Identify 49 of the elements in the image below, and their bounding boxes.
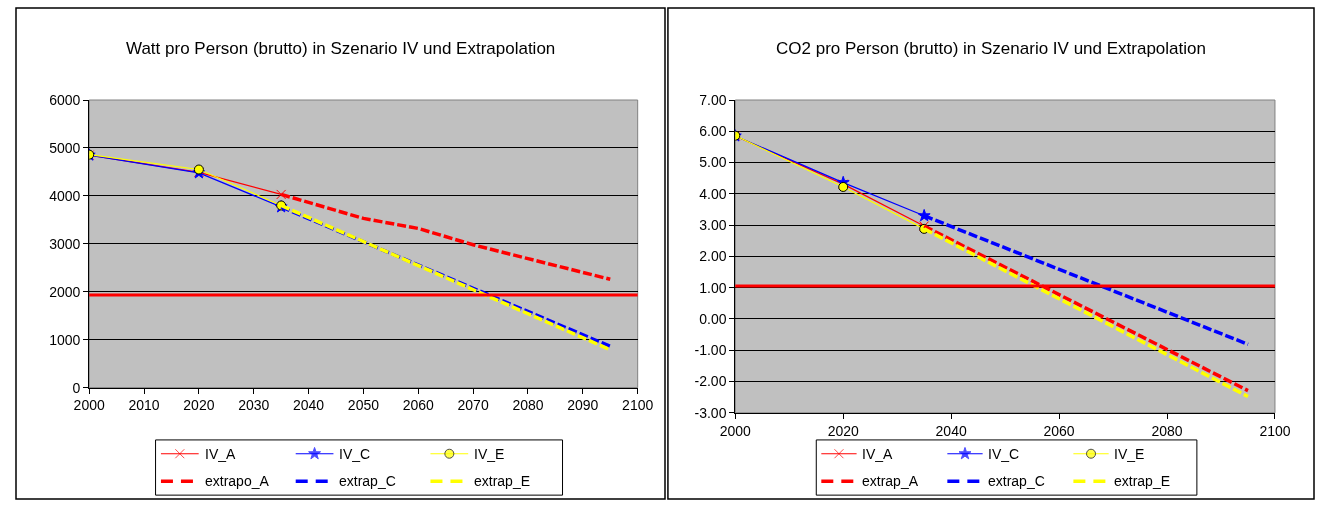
- legend-label: IV_A: [862, 446, 894, 462]
- y-tick-label: 0.00: [699, 310, 727, 327]
- y-tick-label: 5.00: [699, 154, 727, 171]
- y-tick-label: 2.00: [699, 248, 727, 265]
- legend-label: IV_C: [988, 446, 1020, 462]
- x-tick-label: 2080: [1151, 422, 1183, 439]
- x-tick-label: 2090: [567, 397, 599, 414]
- x-tick-label: 2010: [128, 397, 160, 414]
- y-tick-label: -1.00: [694, 342, 727, 359]
- x-tick-label: 2060: [1043, 422, 1075, 439]
- y-tick-label: -3.00: [694, 404, 727, 421]
- y-tick-label: 6000: [49, 91, 81, 108]
- legend-label: IV_C: [339, 446, 371, 462]
- y-tick-label: 7.00: [699, 91, 727, 108]
- x-tick-label: 2000: [73, 397, 105, 414]
- x-tick-label: 2100: [622, 397, 654, 414]
- legend-label: IV_A: [205, 446, 237, 462]
- y-tick-label: 0: [72, 379, 81, 396]
- legend-label: IV_E: [1114, 446, 1145, 462]
- x-tick-label: 2070: [457, 397, 489, 414]
- legend-label: extrapo_A: [205, 473, 270, 489]
- y-tick-label: 3000: [49, 235, 81, 252]
- y-tick-label: 4.00: [699, 185, 727, 202]
- y-tick-label: 3.00: [699, 217, 727, 234]
- x-tick-label: 2080: [512, 397, 544, 414]
- legend-label: extrap_A: [862, 473, 919, 489]
- x-tick-label: 2060: [402, 397, 435, 414]
- chart-title: CO2 pro Person (brutto) in Szenario IV und Extrapolation: [776, 39, 1206, 58]
- x-tick-label: 2030: [238, 397, 270, 414]
- y-tick-label: 5000: [49, 139, 81, 156]
- y-tick-label: 2000: [49, 283, 81, 300]
- legend-label: extrap_C: [988, 473, 1045, 489]
- x-tick-label: 2040: [293, 397, 325, 414]
- x-tick-label: 2020: [827, 422, 859, 439]
- x-tick-label: 2040: [935, 422, 967, 439]
- y-tick-label: 1000: [49, 331, 81, 348]
- x-tick-label: 2100: [1259, 422, 1291, 439]
- y-tick-label: 4000: [49, 187, 81, 204]
- x-tick-label: 2050: [347, 397, 380, 414]
- legend-label: extrap_E: [1114, 473, 1171, 489]
- legend-label: IV_E: [474, 446, 505, 462]
- y-tick-label: 1.00: [699, 279, 727, 296]
- y-tick-label: 6.00: [699, 123, 727, 140]
- legend-label: extrap_E: [474, 473, 531, 489]
- legend-label: extrap_C: [339, 473, 396, 489]
- x-tick-label: 2020: [183, 397, 215, 414]
- y-tick-label: -2.00: [694, 373, 727, 390]
- chart-title: Watt pro Person (brutto) in Szenario IV und Extrapolation: [126, 39, 556, 58]
- x-tick-label: 2000: [719, 422, 752, 439]
